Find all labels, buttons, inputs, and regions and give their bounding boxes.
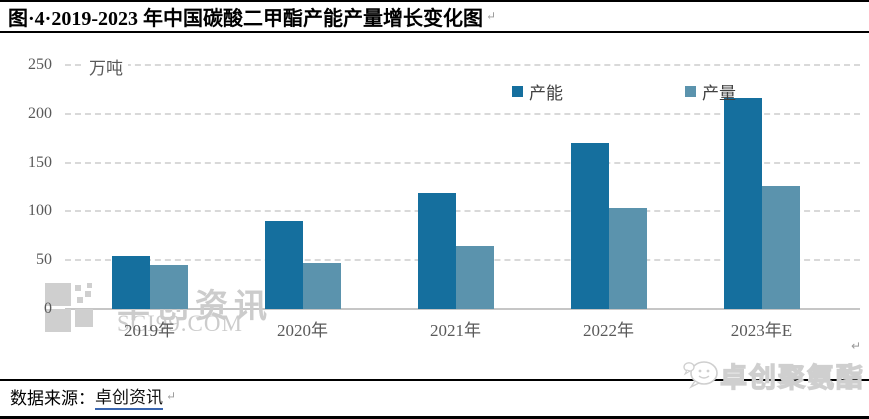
y-tick-label: 0 [44,300,52,317]
bar-产量-2023年E [761,186,800,309]
gridline [65,210,860,213]
chart-area: 万吨 产能 产量 250 200 150 100 50 0 卓创资讯 [0,33,869,381]
paragraph-mark-icon: ↵ [166,389,177,403]
y-tick-label: 150 [28,153,52,171]
production-legend-label: 产量 [702,84,736,103]
x-category-label: 2022年 [583,321,634,340]
capacity-legend-swatch [512,86,523,97]
production-legend-swatch [685,86,696,97]
gridline [65,112,860,115]
figure-title: 图·4·2019-2023 年中国碳酸二甲酯产能产量增长变化图 [8,8,483,30]
bar-产量-2021年 [455,245,494,309]
capacity-legend-label: 产能 [529,84,563,103]
bar-产量-2020年 [302,263,341,309]
x-category-label: 2019年 [124,321,175,340]
bar-产能-2020年 [264,221,303,309]
paragraph-mark-icon: ↵ [486,9,497,23]
bar-产能-2023年E [723,98,762,309]
watermark-qr-blocks-icon [45,283,111,335]
bar-产量-2019年 [149,265,188,309]
y-tick-label: 100 [28,202,52,220]
plot-area [65,65,860,309]
bar-产量-2022年 [608,207,647,309]
y-axis-unit-label: 万吨 [84,54,128,79]
y-tick-label: 200 [28,104,52,122]
legend-item-production: 产量 [685,79,736,104]
x-category-label: 2020年 [277,321,328,340]
x-category-label: 2021年 [430,321,481,340]
x-axis-line [65,308,860,310]
y-tick-label: 250 [28,56,52,73]
gridline [65,161,860,164]
data-source-link[interactable]: 卓创资讯 [95,383,163,410]
watermark-zhuochuang-pu: 卓创聚氨酯 [682,356,865,395]
chart-end-paragraph-mark-icon: ↵ [851,339,862,353]
chat-emoji-icon [683,360,718,389]
watermark-url-text: SCI99.COM [117,311,243,336]
data-source-label: 数据来源： [10,389,95,408]
y-tick-label: 50 [36,251,52,269]
bar-产能-2021年 [417,192,456,309]
bar-产能-2022年 [570,143,609,309]
data-source-row: 数据来源： 卓创资讯 ↵ [0,381,869,412]
figure-title-row: 图·4·2019-2023 年中国碳酸二甲酯产能产量增长变化图 ↵ [0,2,869,33]
watermark-pu-text: 卓创聚氨酯 [719,362,865,393]
gridline [65,64,860,66]
x-category-label: 2023年E [730,321,793,340]
bar-产能-2019年 [111,256,150,309]
legend-item-capacity: 产能 [512,79,563,104]
